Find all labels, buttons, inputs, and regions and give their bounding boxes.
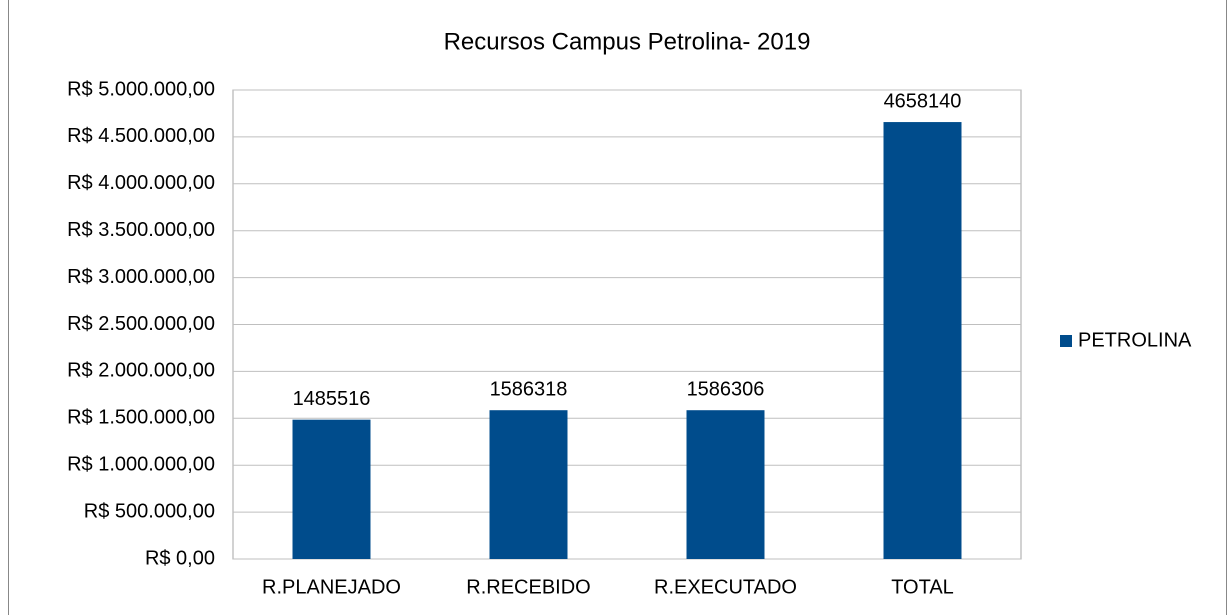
x-tick-label: R.PLANEJADO: [262, 576, 401, 598]
y-tick-label: R$ 5.000.000,00: [67, 78, 215, 100]
data-label: 4658140: [884, 90, 962, 112]
y-tick-label: R$ 500.000,00: [84, 500, 215, 522]
bar: [686, 410, 765, 559]
y-tick-label: R$ 3.500.000,00: [67, 219, 215, 241]
legend-swatch: [1060, 335, 1072, 347]
chart-title: Recursos Campus Petrolina- 2019: [444, 28, 811, 55]
y-tick-label: R$ 4.500.000,00: [67, 125, 215, 147]
x-tick-label: TOTAL: [891, 576, 954, 598]
y-tick-label: R$ 2.000.000,00: [67, 360, 215, 382]
legend-label: PETROLINA: [1078, 329, 1192, 351]
bar: [292, 419, 371, 559]
data-label: 1586306: [687, 378, 765, 400]
bar: [883, 122, 962, 559]
y-tick-label: R$ 2.500.000,00: [67, 313, 215, 335]
data-label: 1586318: [490, 378, 568, 400]
y-tick-label: R$ 3.000.000,00: [67, 266, 215, 288]
bar: [489, 410, 568, 559]
y-tick-label: R$ 4.000.000,00: [67, 172, 215, 194]
x-tick-label: R.RECEBIDO: [466, 576, 590, 598]
y-tick-label: R$ 1.500.000,00: [67, 407, 215, 429]
data-label: 1485516: [293, 388, 371, 410]
x-tick-label: R.EXECUTADO: [654, 576, 797, 598]
y-tick-label: R$ 0,00: [145, 547, 215, 569]
y-tick-label: R$ 1.000.000,00: [67, 453, 215, 475]
